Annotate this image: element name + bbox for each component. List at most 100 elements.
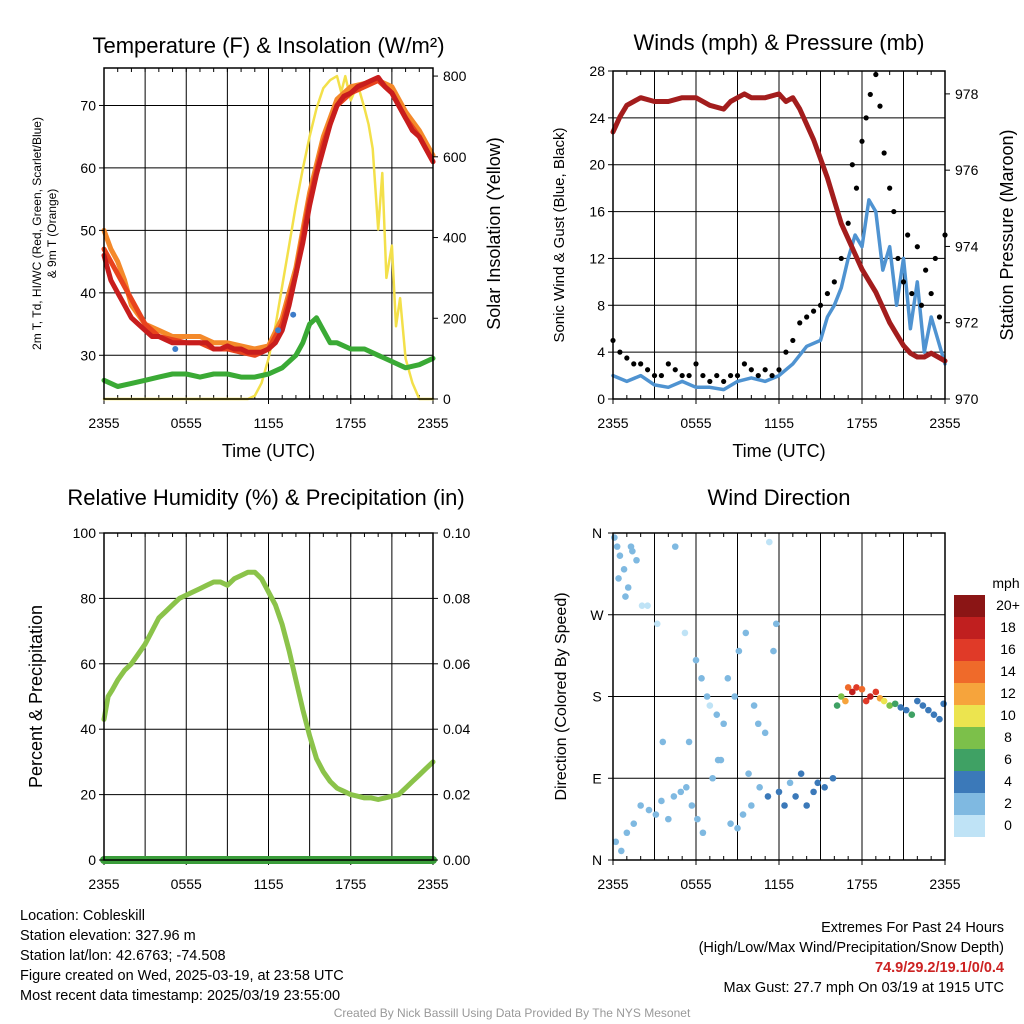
gust-point — [928, 290, 934, 297]
colorbar-label: 2 — [1004, 795, 1012, 811]
wind-direction-point — [611, 534, 618, 541]
x-tick-label: 0555 — [680, 415, 711, 431]
wind-direction-point — [772, 620, 780, 628]
wind-direction-point — [756, 784, 763, 791]
gust-point — [783, 349, 789, 355]
wind-direction-point — [731, 693, 739, 700]
wind-direction-point — [645, 806, 653, 814]
gust-point — [707, 378, 713, 385]
wind-direction-point — [622, 593, 629, 600]
colorbar: mph 20+ 18 16 14 12 10 8 6 4 2 0 — [954, 575, 1020, 837]
gust-point — [776, 367, 782, 373]
gust-point — [900, 279, 907, 285]
wind-chill-point — [290, 311, 297, 318]
gust-point — [810, 308, 817, 314]
station-info: Location: Cobleskill Station elevation: … — [20, 906, 344, 1006]
series-2m-t — [101, 74, 436, 355]
x-tick-label: 1155 — [764, 415, 794, 431]
wind-direction-point — [720, 720, 727, 728]
gust-point — [817, 302, 824, 308]
wind-direction-point — [616, 552, 624, 560]
series-sonic-wind — [611, 198, 947, 392]
station-latlon: Station lat/lon: 42.6763; -74.508 — [20, 948, 226, 964]
gust-point — [624, 355, 630, 361]
y2-tick-label: 600 — [443, 149, 467, 165]
gust-point — [790, 337, 796, 344]
wind-direction-point — [620, 566, 628, 573]
extremes-panel: Extremes For Past 24 Hours (High/Low/Max… — [699, 918, 1004, 998]
y2-tick-label: 400 — [443, 230, 467, 246]
credit-line: Created By Nick Bassill Using Data Provi… — [333, 1006, 691, 1020]
x-tick-label: 1755 — [846, 415, 877, 431]
gust-point — [693, 361, 699, 367]
y2-axis-title: Station Pressure (Maroon) — [997, 129, 1017, 340]
y-tick-label: W — [590, 607, 604, 623]
colorbar-swatch — [954, 639, 985, 661]
colorbar-label: 14 — [1000, 663, 1016, 679]
gust-point — [721, 378, 727, 385]
gust-point — [734, 372, 741, 379]
gust-point — [877, 103, 883, 109]
y-tick-label: 8 — [597, 297, 605, 313]
y-tick-label: 12 — [589, 250, 605, 266]
plot-frame — [612, 70, 946, 400]
figure-created: Figure created on Wed, 2025-03-19, at 23… — [20, 968, 344, 984]
colorbar-label: 20+ — [996, 597, 1020, 613]
y2-tick-label: 0.02 — [443, 787, 470, 803]
gust-point — [714, 372, 720, 379]
series-relative-humidity — [101, 569, 436, 802]
wind-direction-point — [786, 779, 794, 787]
y-tick-label: 50 — [80, 222, 96, 238]
x-tick-label: 1755 — [335, 415, 366, 431]
wind-direction-point — [886, 702, 893, 709]
wind-direction-point — [623, 829, 631, 837]
colorbar-swatch — [954, 727, 985, 749]
extremes-title: Extremes For Past 24 Hours — [821, 920, 1004, 936]
wind-direction-point — [810, 788, 817, 796]
gust-point — [665, 361, 671, 367]
wind-direction-point — [872, 688, 880, 696]
gust-point — [905, 232, 911, 238]
x-tick-label: 1755 — [846, 876, 877, 892]
colorbar-swatch — [954, 595, 985, 617]
gust-point — [895, 255, 901, 262]
y-axis-title-line1: 2m T, Td, HI/WC (Red, Green, Scarlet/Blu… — [30, 117, 44, 350]
wind-direction-point — [858, 685, 866, 693]
wind-direction-point — [714, 756, 722, 764]
y2-tick-label: 0 — [443, 391, 451, 407]
series-td — [101, 315, 436, 389]
gust-point — [686, 372, 692, 379]
wind-direction-point — [742, 629, 750, 637]
y-tick-label: 80 — [80, 590, 96, 606]
gust-point — [863, 115, 869, 121]
gust-point — [679, 372, 685, 379]
wind-direction-point — [764, 793, 772, 800]
x-tick-label: 2355 — [88, 415, 119, 431]
series-solar-insolation — [102, 74, 435, 401]
wind-direction-point — [688, 802, 696, 809]
colorbar-label: 12 — [1000, 685, 1016, 701]
y-tick-label: 20 — [80, 787, 96, 803]
wind-direction-point — [633, 556, 640, 564]
wind-direction-point — [713, 711, 721, 718]
wind-direction-point — [699, 829, 707, 837]
gust-point — [748, 367, 754, 373]
wind-direction-point — [837, 693, 845, 700]
colorbar-swatch — [954, 793, 985, 815]
gust-point — [638, 361, 644, 367]
temperature-panel: 2355 0555 1155 1755 2355 30 40 50 60 70 0 200 400 600… — [30, 33, 504, 461]
y2-tick-label: 970 — [955, 391, 979, 407]
y-tick-label: E — [592, 770, 601, 786]
gust-point — [867, 91, 873, 98]
wind-direction-point — [659, 738, 667, 746]
max-gust: Max Gust: 27.7 mph On 03/19 at 1915 UTC — [723, 980, 1004, 996]
wind-direction-point — [862, 697, 870, 705]
x-tick-label: 0555 — [680, 876, 711, 892]
station-elevation: Station elevation: 327.96 m — [20, 928, 196, 944]
chart-title-humidity: Relative Humidity (%) & Precipitation (i… — [67, 485, 464, 510]
wind-direction-point — [908, 711, 916, 718]
colorbar-label: 8 — [1004, 729, 1012, 745]
wind-direction-point — [709, 774, 716, 782]
wind-direction-point — [644, 602, 651, 609]
wind-direction-point — [897, 704, 905, 711]
